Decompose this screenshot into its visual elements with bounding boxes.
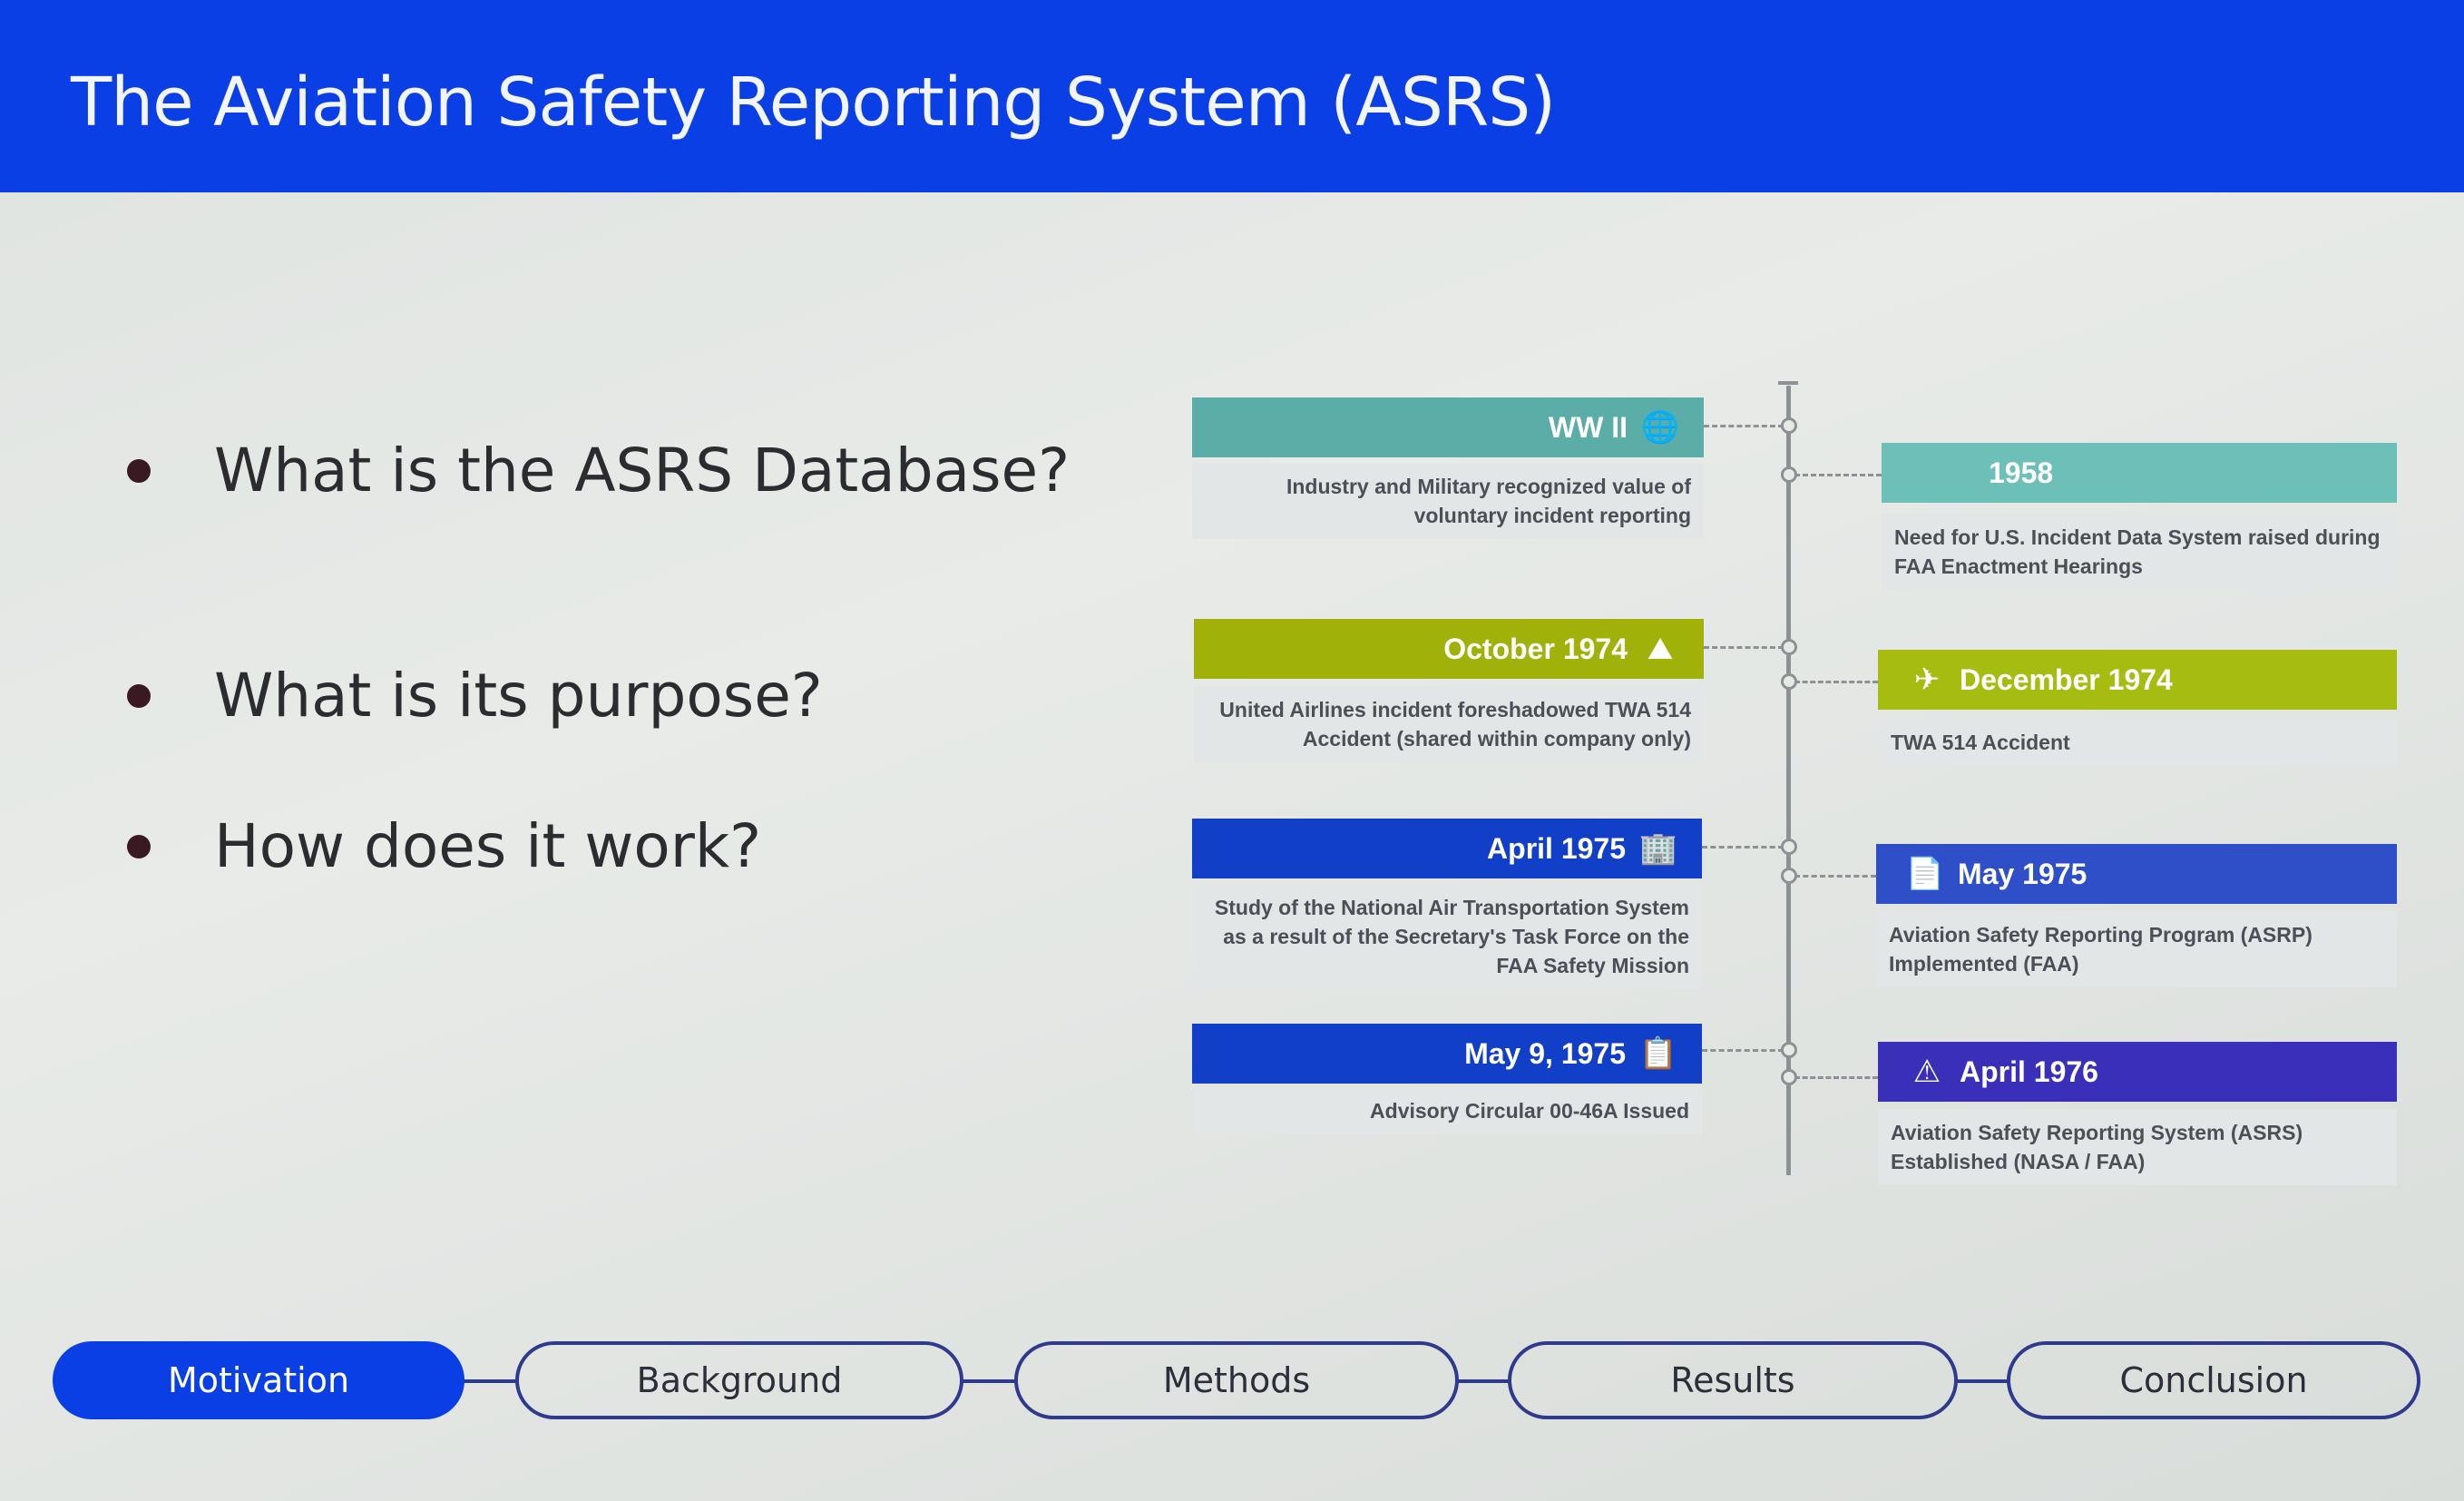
timeline-axis [1786, 386, 1791, 1175]
nav-tab-background[interactable]: Background [515, 1341, 963, 1419]
airplane-landing-icon: ✈ [1913, 662, 1941, 697]
event-description: Study of the National Air Transportation… [1192, 884, 1702, 989]
event-label: October 1974 [1443, 632, 1628, 665]
timeline-node [1781, 1069, 1797, 1085]
timeline-connector [1794, 1076, 1878, 1079]
timeline-connector [1704, 646, 1784, 649]
nav-tab-motivation[interactable]: Motivation [53, 1341, 464, 1419]
warning-cone-icon: ⚠ [1912, 1055, 1941, 1089]
timeline-node [1781, 417, 1797, 434]
bullet-dot-icon [127, 458, 151, 483]
timeline-connector [1794, 474, 1882, 476]
bullet-dot-icon [127, 834, 151, 858]
event-label: May 9, 1975 [1464, 1036, 1626, 1070]
timeline-node [1781, 868, 1797, 884]
timeline-connector [1794, 681, 1878, 683]
event-description: Industry and Military recognized value o… [1192, 463, 1704, 539]
timeline-axis-cap [1778, 381, 1798, 385]
timeline-node [1781, 1042, 1797, 1058]
event-bar-1958: 1958 [1882, 443, 2397, 503]
timeline-connector [1702, 846, 1784, 849]
timeline-node [1781, 839, 1797, 855]
event-bar-april-1975: April 1975 🏢 [1192, 819, 1702, 878]
event-bar-october-1974: October 1974 ⛰ [1194, 619, 1704, 679]
event-description: United Airlines incident foreshadowed TW… [1194, 686, 1704, 762]
nav-connector [960, 1379, 1018, 1383]
event-bar-ww2: WW II 🌐 [1192, 397, 1704, 457]
event-bar-april-1976: ⚠ April 1976 [1878, 1042, 2397, 1102]
building-icon: 🏢 [1638, 831, 1678, 866]
nav-connector [463, 1379, 517, 1383]
clipboard-icon: 📋 [1638, 1036, 1678, 1071]
bullet-text: What is its purpose? [214, 661, 823, 731]
bullet-text: What is the ASRS Database? [214, 436, 1071, 505]
event-label: May 1975 [1958, 857, 2088, 890]
bullet-item: What is the ASRS Database? [127, 436, 1070, 505]
slide-title: The Aviation Safety Reporting System (AS… [71, 64, 1556, 142]
globe-icon: 🌐 [1640, 410, 1680, 445]
nav-tab-conclusion[interactable]: Conclusion [2007, 1341, 2420, 1419]
timeline-node [1781, 639, 1797, 655]
timeline-connector [1702, 1049, 1784, 1052]
event-description: Need for U.S. Incident Data System raise… [1882, 514, 2397, 590]
event-description: TWA 514 Accident [1878, 719, 2397, 766]
bullet-item: What is its purpose? [127, 661, 823, 731]
title-bar: The Aviation Safety Reporting System (AS… [0, 0, 2464, 192]
event-description: Advisory Circular 00-46A Issued [1192, 1087, 1702, 1134]
event-label: April 1976 [1960, 1055, 2098, 1088]
document-icon: 📄 [1905, 857, 1945, 891]
timeline-connector [1794, 875, 1876, 878]
timeline-node [1781, 673, 1797, 690]
nav-connector [1457, 1379, 1510, 1383]
nav-connector [1954, 1379, 2009, 1383]
event-bar-may-1975: 📄 May 1975 [1876, 844, 2397, 904]
event-label: April 1975 [1487, 831, 1626, 865]
nav-tab-methods[interactable]: Methods [1014, 1341, 1459, 1419]
event-label: 1958 [1989, 456, 2054, 489]
bullet-item: How does it work? [127, 811, 761, 881]
mountain-icon: ⛰ [1647, 632, 1674, 666]
timeline-connector [1704, 425, 1784, 427]
event-description: Aviation Safety Reporting System (ASRS) … [1878, 1109, 2397, 1185]
bullet-dot-icon [127, 683, 151, 708]
event-description: Aviation Safety Reporting Program (ASRP)… [1876, 911, 2397, 987]
timeline-node [1781, 466, 1797, 483]
nav-tab-results[interactable]: Results [1508, 1341, 1958, 1419]
event-bar-may-9-1975: May 9, 1975 📋 [1192, 1024, 1702, 1084]
event-label: December 1974 [1960, 662, 2173, 696]
event-bar-december-1974: ✈ December 1974 [1878, 650, 2397, 710]
bullet-text: How does it work? [214, 811, 762, 881]
event-label: WW II [1548, 410, 1628, 444]
